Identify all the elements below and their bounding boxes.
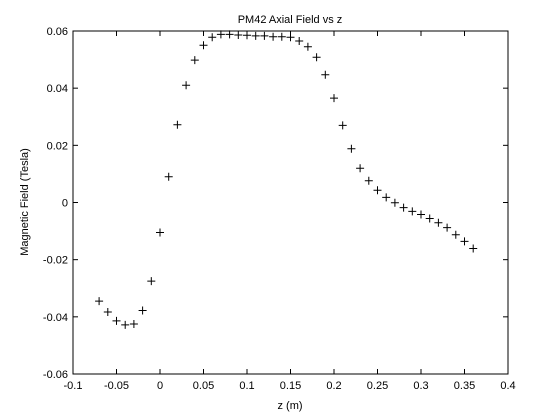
data-point-marker — [234, 31, 243, 40]
x-axis-label: z (m) — [277, 400, 302, 412]
data-point-marker — [460, 237, 469, 246]
data-point-marker — [190, 56, 199, 65]
plot-area — [72, 30, 509, 375]
axis-ticks — [72, 30, 509, 375]
x-tick-label: 0.4 — [500, 380, 515, 392]
x-tick-label: 0.2 — [326, 380, 341, 392]
data-point-marker — [277, 32, 286, 41]
data-point-marker — [103, 307, 112, 316]
data-markers — [95, 30, 478, 329]
data-point-marker — [399, 203, 408, 212]
y-tick-label: 0.06 — [47, 26, 68, 38]
data-point-marker — [243, 31, 251, 40]
x-tick-label: 0 — [157, 380, 163, 392]
data-point-marker — [147, 277, 156, 286]
data-point-marker — [251, 31, 260, 40]
data-point-marker — [138, 306, 147, 315]
data-point-marker — [295, 37, 304, 46]
y-tick-label: -0.04 — [43, 312, 68, 324]
data-point-marker — [260, 31, 269, 40]
data-point-marker — [216, 30, 225, 39]
data-point-marker — [199, 41, 208, 50]
y-axis-label: Magnetic Field (Tesla) — [19, 148, 31, 256]
y-tick-label: 0.02 — [47, 140, 68, 152]
data-point-marker — [443, 223, 452, 232]
data-point-marker — [269, 32, 278, 41]
data-point-marker — [408, 207, 417, 216]
data-point-marker — [95, 297, 104, 306]
data-point-marker — [286, 33, 295, 42]
data-point-marker — [434, 218, 443, 227]
data-point-marker — [425, 214, 434, 223]
data-point-marker — [225, 30, 234, 39]
data-point-marker — [469, 244, 478, 253]
chart-title: PM42 Axial Field vs z — [238, 14, 343, 26]
data-point-marker — [112, 316, 121, 325]
x-tick-label: 0.15 — [280, 380, 301, 392]
y-tick-label: 0 — [62, 198, 68, 210]
data-point-marker — [182, 81, 191, 90]
data-point-marker — [373, 186, 382, 195]
data-point-marker — [356, 164, 365, 173]
data-point-marker — [451, 230, 460, 239]
data-point-marker — [364, 176, 373, 185]
x-tick-label: -0.05 — [104, 380, 129, 392]
data-point-marker — [303, 42, 312, 51]
x-tick-label: 0.3 — [413, 380, 428, 392]
y-tick-label: -0.06 — [43, 369, 68, 381]
x-tick-label: 0.35 — [454, 380, 475, 392]
data-point-marker — [390, 198, 399, 207]
data-point-marker — [208, 33, 217, 42]
data-point-marker — [382, 193, 391, 202]
data-point-marker — [338, 121, 347, 130]
data-point-marker — [330, 94, 338, 103]
y-tick-label: 0.04 — [47, 83, 68, 95]
x-tick-label: -0.1 — [64, 380, 83, 392]
y-tick-labels: -0.06 -0.04 -0.02 0 0.02 0.04 0.06 — [43, 26, 68, 381]
data-point-marker — [156, 228, 164, 237]
x-tick-label: 0.05 — [193, 380, 214, 392]
data-point-marker — [321, 70, 330, 79]
data-point-marker — [129, 319, 138, 328]
data-point-marker — [347, 144, 356, 153]
data-point-marker — [417, 210, 425, 219]
data-point-marker — [121, 320, 130, 329]
x-tick-label: 0.1 — [239, 380, 254, 392]
data-point-marker — [312, 53, 321, 62]
data-point-marker — [173, 120, 182, 129]
data-point-marker — [164, 172, 173, 181]
x-tick-labels: -0.1 -0.05 0 0.05 0.1 0.15 0.2 0.25 0.3 0.35 0.4 — [64, 380, 516, 392]
y-tick-label: -0.02 — [43, 255, 68, 267]
x-tick-label: 0.25 — [367, 380, 388, 392]
